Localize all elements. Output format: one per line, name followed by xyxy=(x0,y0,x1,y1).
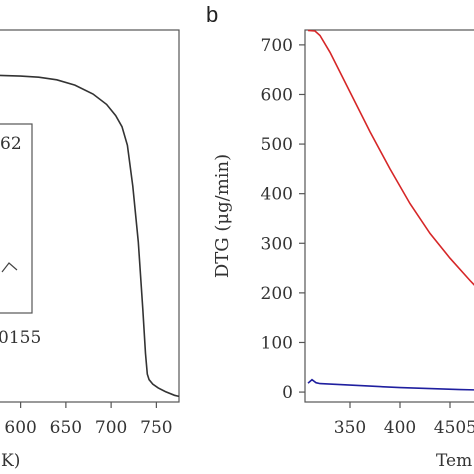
panel-a-plot-frame xyxy=(0,29,180,403)
panel-b-x-tick-label-2: 450 xyxy=(434,418,466,438)
panel-b-y-tick-label-5: 500 xyxy=(261,135,293,155)
panel-a-inset-label-top: 62 xyxy=(0,134,22,154)
panel-b-x-tick-label-3: 5 xyxy=(466,418,474,438)
panel-b-series-line-0 xyxy=(307,29,474,286)
panel-b-y-tick-label-6: 600 xyxy=(261,85,293,105)
panel-b-x-tick-label-0: 350 xyxy=(334,418,366,438)
panel-b-y-axis-label: DTG (μg/min) xyxy=(212,154,233,278)
panel-b-y-tick-label-2: 200 xyxy=(261,284,293,304)
panel-b-x-tick-label-1: 400 xyxy=(384,418,416,438)
panel-a-x-tick-label-3: 750 xyxy=(140,418,172,438)
panel-b-series-line-1 xyxy=(307,378,474,391)
panel-b-y-tick-label-1: 100 xyxy=(261,333,293,353)
panel-b-label: b xyxy=(206,2,218,27)
panel-b: b 0 100 200 300 400 500 600 700 350 400 450 5 DTG (… xyxy=(206,2,474,471)
panel-b-y-tick-label-4: 400 xyxy=(261,185,293,205)
panel-b-plot-frame xyxy=(304,29,474,403)
panel-a-series-line-0 xyxy=(0,74,180,398)
panel-a-x-axis-label: K) xyxy=(1,451,20,471)
panel-b-y-tick-label-3: 300 xyxy=(261,234,293,254)
panel-b-y-tick-label-0: 0 xyxy=(282,383,293,403)
panel-a-inset-label-bottom: 0155 xyxy=(0,328,41,348)
panel-a-x-tick-label-1: 650 xyxy=(50,418,82,438)
panel-b-y-tick-label-7: 700 xyxy=(261,36,293,56)
panel-a-marks: 600 650 700 750 xyxy=(0,74,180,438)
panel-a-inset-frame xyxy=(0,123,33,314)
panel-b-x-axis-label: Tem xyxy=(436,451,472,471)
panel-a-inset-peak-marker xyxy=(1,262,18,273)
panel-a: 600 650 700 750 62 0155 K) xyxy=(0,29,180,471)
panel-a-x-tick-label-2: 700 xyxy=(95,418,127,438)
panel-b-marks: 0 100 200 300 400 500 600 700 350 400 450 5 xyxy=(261,29,474,438)
panel-a-x-tick-label-0: 600 xyxy=(4,418,36,438)
